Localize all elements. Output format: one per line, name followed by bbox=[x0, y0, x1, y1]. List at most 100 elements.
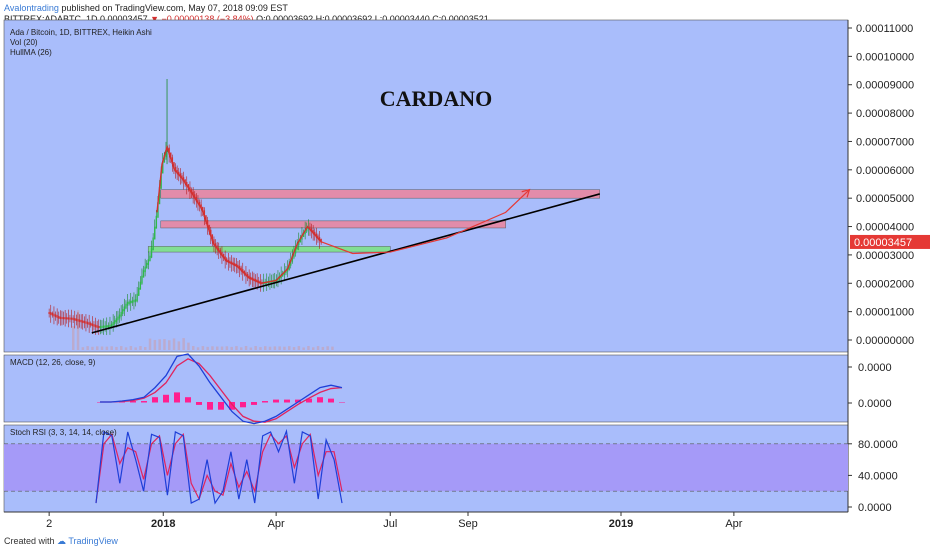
volume-bar bbox=[153, 339, 157, 350]
candle-body bbox=[78, 319, 81, 322]
y-tick-label: 0.00001000 bbox=[856, 307, 914, 319]
macd-histogram-bar bbox=[130, 401, 136, 403]
volume-bar bbox=[177, 341, 181, 350]
macd-histogram-bar bbox=[207, 402, 213, 410]
stoch-rsi-band bbox=[4, 443, 848, 492]
candle-body bbox=[77, 319, 79, 322]
projection-arrowhead bbox=[521, 188, 531, 198]
volume-bar bbox=[326, 346, 329, 350]
macd-histogram-bar bbox=[262, 401, 268, 403]
projection-curve[interactable] bbox=[321, 189, 530, 255]
main-pane[interactable] bbox=[4, 20, 848, 352]
macd-histogram-bar bbox=[317, 397, 323, 403]
candle-body bbox=[122, 309, 124, 314]
volume-bar bbox=[196, 347, 200, 350]
volume-bar bbox=[120, 346, 123, 350]
candle-body bbox=[126, 301, 129, 306]
volume-bar bbox=[192, 346, 195, 350]
macd-histogram-bar bbox=[229, 402, 235, 410]
candle-body bbox=[128, 301, 130, 304]
candle-body bbox=[294, 247, 297, 254]
candle-body bbox=[112, 321, 114, 326]
candle-body bbox=[114, 320, 116, 324]
candle-body bbox=[213, 239, 215, 246]
volume-bar bbox=[105, 346, 109, 350]
candle-body bbox=[48, 312, 50, 315]
volume-bar bbox=[201, 346, 205, 350]
candle-body bbox=[104, 325, 106, 328]
candle-body bbox=[296, 243, 298, 250]
volume-bar bbox=[163, 339, 166, 350]
macd-pane[interactable] bbox=[4, 355, 848, 422]
candle-body bbox=[136, 293, 138, 302]
macd-histogram-bar bbox=[306, 398, 312, 403]
macd-histogram-bar bbox=[295, 399, 301, 403]
y-tick-label: 0.00010000 bbox=[856, 51, 914, 63]
candle-body bbox=[141, 275, 143, 284]
volume-bar bbox=[297, 346, 301, 350]
candle-body bbox=[152, 237, 154, 251]
candle-body bbox=[131, 300, 134, 303]
y-tick-label: 0.00002000 bbox=[856, 278, 914, 290]
volume-bar bbox=[331, 346, 334, 350]
resistance-zone[interactable] bbox=[160, 220, 506, 229]
cardano-annotation: CARDANO bbox=[380, 86, 492, 111]
candle-body bbox=[147, 259, 150, 265]
stoch-y-tick-label: 40.0000 bbox=[858, 470, 898, 482]
candle-body bbox=[50, 312, 52, 315]
macd-y-tick-label: 0.0000 bbox=[858, 362, 892, 374]
footer-brand[interactable]: TradingView bbox=[68, 536, 118, 546]
support-zone[interactable] bbox=[147, 246, 391, 253]
volume-bar bbox=[244, 346, 248, 350]
trend-line[interactable] bbox=[91, 193, 600, 334]
candle-body bbox=[293, 251, 295, 258]
current-price-tag bbox=[850, 234, 930, 249]
author-link[interactable]: Avalontrading bbox=[4, 3, 59, 13]
candle-body bbox=[102, 325, 105, 328]
candle-body bbox=[298, 240, 300, 246]
candle-body bbox=[69, 317, 71, 320]
macd-histogram-bar bbox=[339, 402, 345, 403]
candle-body bbox=[134, 299, 137, 302]
volume-bar bbox=[216, 346, 219, 350]
volume-bar bbox=[225, 346, 229, 350]
y-tick-label: 0.00007000 bbox=[856, 136, 914, 148]
volume-bar bbox=[182, 338, 185, 350]
macd-histogram-bar bbox=[163, 394, 169, 403]
candle-body bbox=[85, 321, 87, 324]
candle-body bbox=[154, 226, 156, 240]
candle-body bbox=[96, 325, 98, 328]
stoch-rsi-d-line bbox=[95, 432, 343, 504]
candle-body bbox=[168, 147, 170, 155]
candle-body bbox=[173, 162, 175, 169]
macd-histogram-bar bbox=[141, 401, 147, 403]
volume-bar bbox=[168, 340, 171, 350]
resistance-zone[interactable] bbox=[160, 189, 600, 199]
candle-body bbox=[118, 314, 121, 319]
volume-bar bbox=[254, 346, 257, 350]
candle-body bbox=[211, 234, 214, 242]
candle-body bbox=[163, 155, 166, 163]
legend-hull: HullMA (26) bbox=[10, 48, 52, 57]
candle-body bbox=[83, 320, 86, 324]
volume-bar bbox=[144, 347, 147, 350]
macd-line bbox=[100, 353, 343, 425]
x-tick-label: 2 bbox=[46, 518, 52, 530]
candle-body bbox=[109, 324, 111, 328]
volume-bar bbox=[100, 346, 104, 350]
candle-body bbox=[123, 306, 126, 312]
stoch-y-tick-label: 0.0000 bbox=[858, 502, 892, 514]
macd-histogram-bar bbox=[174, 392, 180, 403]
y-tick-label: 0.00003000 bbox=[856, 250, 914, 262]
macd-histogram-bar bbox=[284, 399, 290, 403]
volume-bar bbox=[129, 346, 133, 350]
y-tick-label: 0.00000000 bbox=[856, 335, 914, 347]
volume-bar bbox=[81, 347, 85, 350]
macd-signal-line bbox=[100, 358, 343, 423]
footer-created: Created with bbox=[4, 536, 55, 546]
candle-body bbox=[117, 316, 119, 321]
candle-body bbox=[130, 300, 132, 304]
volume-bar bbox=[235, 346, 238, 350]
volume-bar bbox=[312, 347, 315, 350]
